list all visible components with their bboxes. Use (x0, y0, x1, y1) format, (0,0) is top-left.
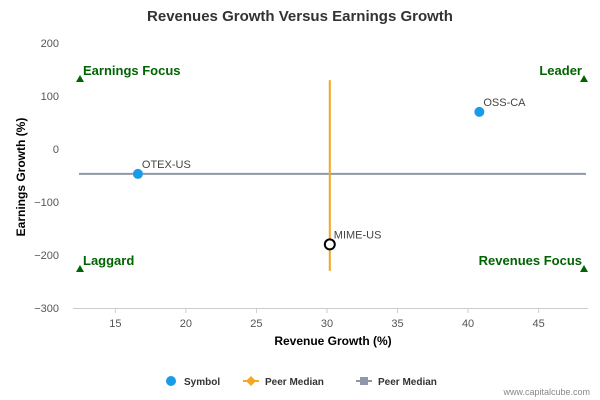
legend-item-peer-median-horizontal[interactable]: Peer Median (356, 377, 437, 388)
x-tick-label: 25 (250, 318, 262, 330)
x-axis-ticks: 15 20 25 30 35 40 45 (109, 308, 545, 330)
legend-symbol-marker (166, 376, 176, 386)
quadrant-marker-laggard (76, 265, 84, 272)
y-tick-label: −100 (34, 197, 59, 209)
legend: Symbol Peer Median Peer Median (166, 376, 437, 388)
data-points: OSS-CA OTEX-US MIME-US (132, 97, 526, 251)
y-tick-label: 100 (41, 91, 59, 103)
quadrant-marker-revenues-focus (580, 265, 588, 272)
x-tick-label: 45 (532, 318, 544, 330)
x-tick-label: 40 (462, 318, 474, 330)
data-label-mime-us: MIME-US (334, 229, 382, 241)
data-point-oss-ca[interactable] (474, 106, 485, 117)
legend-peer-median-label: Peer Median (265, 377, 324, 388)
quadrant-label-revenues-focus: Revenues Focus (479, 253, 582, 268)
data-label-oss-ca: OSS-CA (483, 97, 526, 109)
data-point-otex-us[interactable] (132, 168, 143, 179)
legend-peer-median-diamond (246, 376, 256, 386)
y-tick-label: 0 (53, 144, 59, 156)
credit-text: www.capitalcube.com (502, 387, 590, 397)
legend-symbol-label: Symbol (184, 377, 220, 388)
x-tick-label: 20 (180, 318, 192, 330)
y-tick-label: −200 (34, 250, 59, 262)
y-tick-label: 200 (41, 38, 59, 50)
chart-title: Revenues Growth Versus Earnings Growth (147, 8, 453, 25)
legend-item-peer-median-vertical[interactable]: Peer Median (243, 376, 324, 388)
legend-peer-median-label-2: Peer Median (378, 377, 437, 388)
x-axis-label: Revenue Growth (%) (274, 334, 391, 348)
y-axis-label: Earnings Growth (%) (14, 118, 28, 237)
y-tick-label: −300 (34, 303, 59, 315)
quadrant-marker-leader (580, 75, 588, 82)
data-point-mime-us[interactable] (323, 238, 336, 251)
quadrant-label-laggard: Laggard (83, 253, 134, 268)
quadrant-markers (76, 75, 588, 272)
y-axis-ticks: 200 100 0 −100 −200 −300 (34, 38, 59, 315)
x-tick-label: 30 (321, 318, 333, 330)
quadrant-label-earnings-focus: Earnings Focus (83, 63, 181, 78)
data-label-otex-us: OTEX-US (142, 159, 191, 171)
plot-area: 200 100 0 −100 −200 −300 15 20 25 30 35 40 45 OSS-C… (34, 38, 588, 330)
quadrant-marker-earnings-focus (76, 75, 84, 82)
quadrant-label-leader: Leader (539, 63, 582, 78)
legend-item-symbol[interactable]: Symbol (166, 376, 220, 388)
legend-peer-median-square (360, 377, 368, 385)
x-tick-label: 15 (109, 318, 121, 330)
x-tick-label: 35 (391, 318, 403, 330)
